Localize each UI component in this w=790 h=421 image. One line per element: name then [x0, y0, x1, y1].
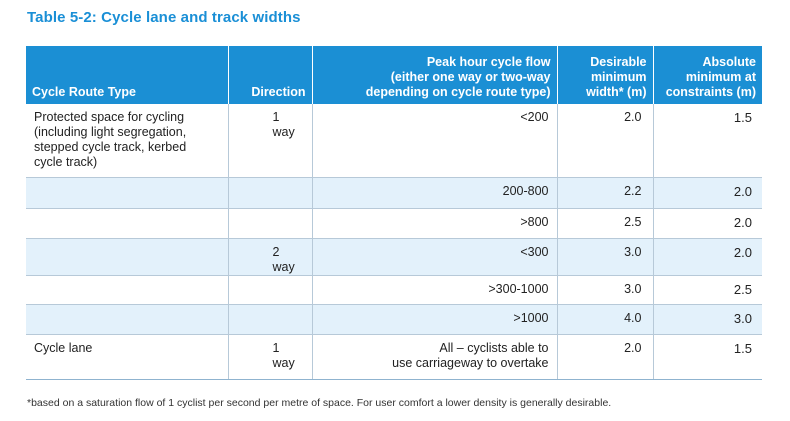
header-row: Cycle Route Type Direction Peak hour cyc… — [26, 46, 762, 104]
header-absolute-minimum: Absolute minimum at constraints (m) — [653, 46, 762, 104]
desirable-width-cell: 2.0 — [557, 334, 654, 380]
peak-flow-cell: >800 — [312, 208, 558, 239]
route-type-line: cycle track) — [34, 155, 98, 169]
route-type-cell — [26, 208, 229, 239]
absolute-minimum-cell: 2.0 — [653, 177, 762, 209]
table-header: Cycle Route Type Direction Peak hour cyc… — [26, 46, 762, 104]
route-type-cell: Protected space for cycling (including l… — [26, 104, 229, 178]
peak-flow-cell: >1000 — [312, 304, 558, 335]
route-type-line: Protected space for cycling — [34, 110, 185, 124]
header-desirable-line2: minimum — [590, 70, 647, 84]
direction-cell: 1 way — [228, 334, 313, 380]
header-desirable-line1: Desirable — [590, 55, 647, 69]
peak-flow-cell: 200-800 — [312, 177, 558, 209]
absolute-minimum-cell: 3.0 — [653, 304, 762, 335]
route-type-cell — [26, 304, 229, 335]
table-row: 200-800 2.2 2.0 — [26, 177, 762, 209]
route-type-line: Cycle lane — [34, 340, 93, 355]
desirable-width-cell: 4.0 — [557, 304, 654, 335]
peak-flow-line: >1000 — [513, 310, 549, 325]
route-type-line: (including light segregation, — [34, 125, 187, 139]
table-row: >300-1000 3.0 2.5 — [26, 275, 762, 305]
absolute-minimum-cell: 2.0 — [653, 208, 762, 239]
direction-cell: 1 way — [228, 104, 313, 178]
direction-cell — [228, 275, 313, 305]
peak-flow-line: >800 — [520, 214, 549, 229]
direction-cell — [228, 208, 313, 239]
header-desirable-line3: width* (m) — [586, 85, 647, 99]
header-absolute-line2: minimum at — [685, 70, 756, 84]
header-absolute-line1: Absolute — [702, 55, 756, 69]
table-row: Protected space for cycling (including l… — [26, 104, 762, 178]
peak-flow-line: <300 — [520, 244, 549, 259]
peak-flow-cell: <200 — [312, 104, 558, 178]
table-row: >1000 4.0 3.0 — [26, 304, 762, 335]
header-route-type: Cycle Route Type — [26, 46, 229, 104]
header-desirable-width: Desirable minimum width* (m) — [557, 46, 654, 104]
header-peak-flow-line2: (either one way or two-way — [390, 70, 551, 84]
cycle-width-table: Cycle Route Type Direction Peak hour cyc… — [26, 46, 762, 380]
peak-flow-cell: All – cyclists able to use carriageway t… — [312, 334, 558, 380]
header-peak-flow-line1: Peak hour cycle flow — [426, 55, 551, 69]
table-body: Protected space for cycling (including l… — [26, 104, 762, 380]
desirable-width-cell: 2.0 — [557, 104, 654, 178]
direction-cell — [228, 177, 313, 209]
peak-flow-cell: >300-1000 — [312, 275, 558, 305]
table-title: Table 5-2: Cycle lane and track widths — [27, 9, 301, 26]
absolute-minimum-cell: 1.5 — [653, 334, 762, 380]
absolute-minimum-cell: 2.5 — [653, 275, 762, 305]
absolute-minimum-cell: 2.0 — [653, 238, 762, 276]
route-type-cell — [26, 177, 229, 209]
direction-cell: 2 way — [228, 238, 313, 276]
peak-flow-line: All – cyclists able to — [439, 340, 549, 355]
desirable-width-cell: 2.2 — [557, 177, 654, 209]
route-type-line: stepped cycle track, kerbed — [34, 140, 187, 154]
header-peak-flow: Peak hour cycle flow (either one way or … — [312, 46, 558, 104]
peak-flow-line: 200-800 — [502, 183, 549, 198]
table-footnote: *based on a saturation flow of 1 cyclist… — [27, 397, 612, 409]
peak-flow-line: <200 — [520, 110, 549, 124]
route-type-cell: Cycle lane — [26, 334, 229, 380]
table-row: 2 way <300 3.0 2.0 — [26, 238, 762, 276]
peak-flow-line: use carriageway to overtake — [392, 355, 549, 370]
table-row: >800 2.5 2.0 — [26, 208, 762, 239]
direction-cell — [228, 304, 313, 335]
table-row: Cycle lane 1 way All – cyclists able to … — [26, 334, 762, 380]
header-peak-flow-line3: depending on cycle route type) — [365, 85, 551, 99]
header-direction: Direction — [228, 46, 313, 104]
route-type-cell — [26, 275, 229, 305]
header-absolute-line3: constraints (m) — [665, 85, 756, 99]
absolute-minimum-cell: 1.5 — [653, 104, 762, 178]
route-type-cell — [26, 238, 229, 276]
peak-flow-cell: <300 — [312, 238, 558, 276]
desirable-width-cell: 2.5 — [557, 208, 654, 239]
desirable-width-cell: 3.0 — [557, 238, 654, 276]
peak-flow-line: >300-1000 — [488, 281, 549, 296]
desirable-width-cell: 3.0 — [557, 275, 654, 305]
